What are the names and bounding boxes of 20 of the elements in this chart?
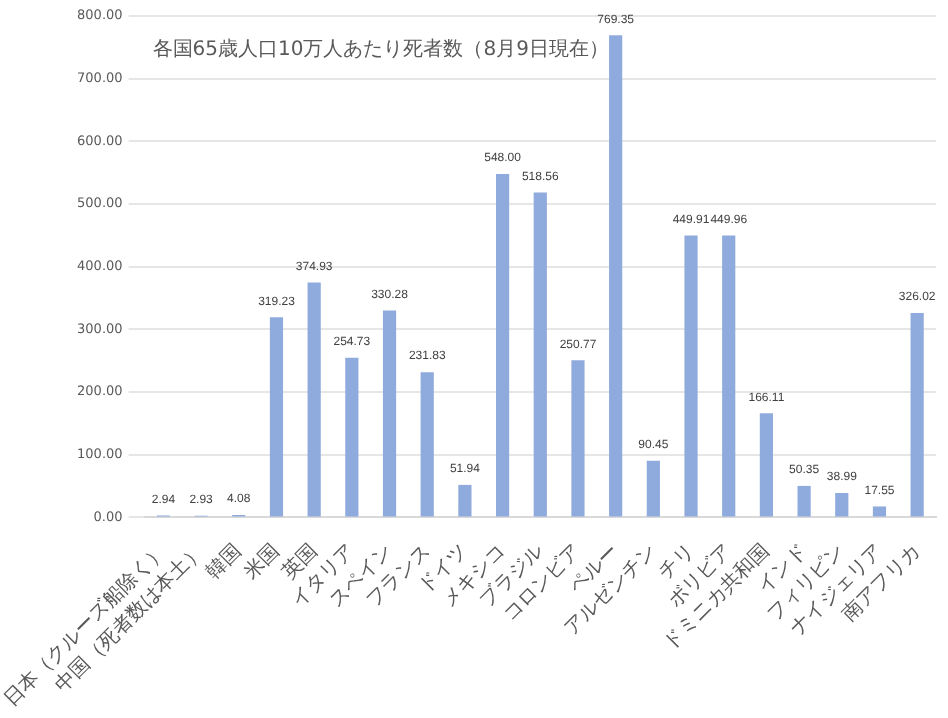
bar <box>269 317 284 517</box>
bar <box>759 413 773 517</box>
bar <box>609 35 623 517</box>
bar <box>345 357 359 517</box>
bar <box>382 310 397 517</box>
bar <box>684 235 698 517</box>
bar <box>571 360 585 517</box>
bar <box>835 493 849 517</box>
bar <box>307 282 321 517</box>
bar <box>458 484 472 517</box>
bar <box>797 485 811 517</box>
bar <box>420 372 434 517</box>
text: 各国65歳人口10万人あたり死者数（8月9日現在） <box>152 37 609 62</box>
bar <box>910 313 924 517</box>
x-tick-label: 韓国 <box>201 538 247 585</box>
bar <box>533 192 547 517</box>
bar <box>722 235 736 517</box>
bar <box>872 506 887 517</box>
bar <box>646 460 660 517</box>
bar <box>496 173 510 517</box>
